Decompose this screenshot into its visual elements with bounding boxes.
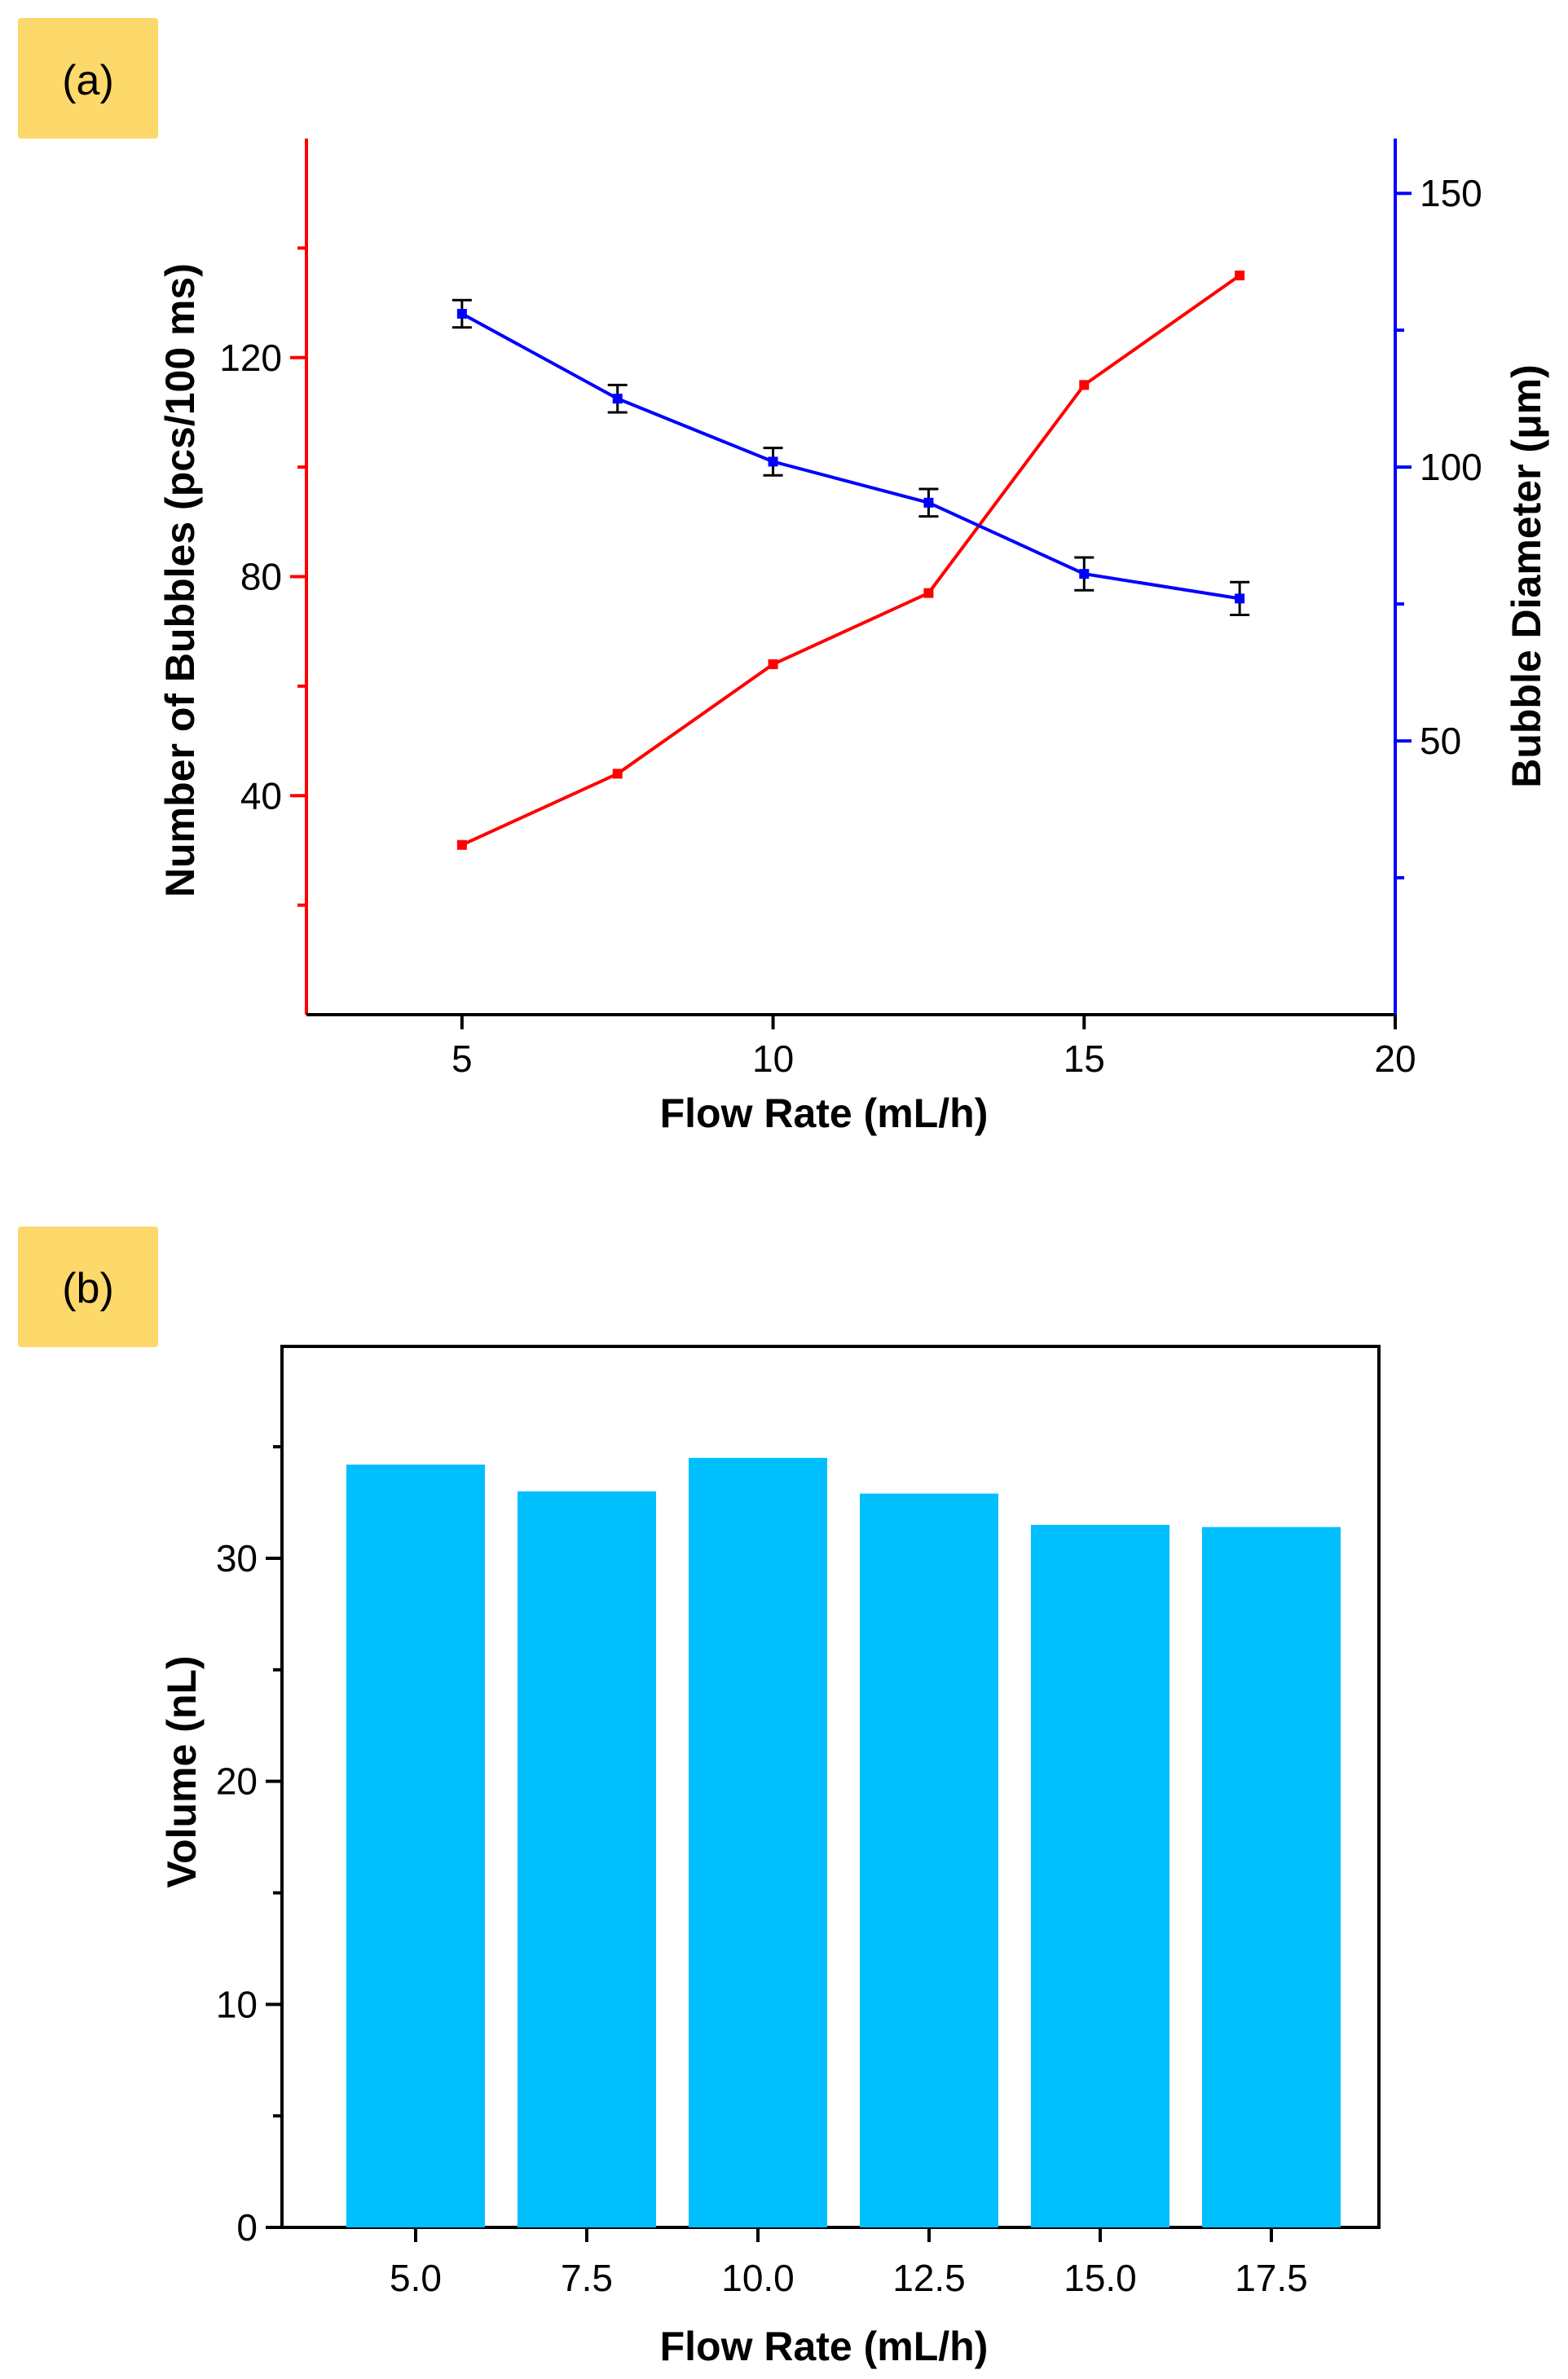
x-tick-label: 10 — [752, 1038, 794, 1080]
x-tick-label: 12.5 — [892, 2257, 966, 2299]
series-line-bubble-diameter — [460, 312, 1240, 601]
panel-b: (b) 5.0 7.5 10.0 12.5 15.0 17.5 0 10 20 30 Flow R… — [18, 1227, 1381, 2369]
right-y-tick-label: 50 — [1420, 720, 1461, 762]
panel-a-label: (a) — [62, 57, 114, 104]
chart-a-axes: 5 10 15 20 40 80 120 50 100 150 — [219, 139, 1482, 1080]
data-point-bubble-diameter — [612, 394, 623, 404]
x-tick-label: 5 — [451, 1038, 473, 1080]
data-point-bubble-diameter — [456, 309, 467, 319]
data-point-bubble-diameter — [1235, 593, 1245, 604]
data-point-bubble-count — [768, 659, 778, 669]
x-tick-label: 15 — [1064, 1038, 1105, 1080]
data-point-bubble-count — [1235, 270, 1245, 280]
chart-a-right-ylabel: Bubble Diameter (μm) — [1504, 364, 1549, 788]
bar — [346, 1465, 485, 2227]
data-point-bubble-diameter — [1079, 569, 1090, 579]
chart-b-xlabel: Flow Rate (mL/h) — [660, 2324, 989, 2369]
x-tick-label: 17.5 — [1235, 2257, 1308, 2299]
bar — [518, 1491, 656, 2227]
data-point-bubble-diameter — [923, 497, 934, 508]
plot-frame — [280, 1345, 1381, 2229]
left-y-tick-label: 120 — [219, 337, 282, 379]
panel-a-label-bg — [18, 18, 158, 139]
left-y-tick-label: 80 — [240, 556, 282, 598]
x-tick-label: 15.0 — [1064, 2257, 1137, 2299]
chart-b-axes: 5.0 7.5 10.0 12.5 15.0 17.5 0 10 20 30 — [216, 1345, 1381, 2299]
data-point-bubble-count — [923, 588, 934, 598]
y-tick-label: 0 — [236, 2206, 258, 2249]
bar — [689, 1457, 827, 2227]
y-tick-label: 20 — [216, 1760, 258, 1803]
chart-a-xlabel: Flow Rate (mL/h) — [660, 1090, 989, 1136]
data-point-bubble-count — [1079, 380, 1090, 390]
panel-a: (a) 5 10 15 20 40 80 120 50 100 150 Flow Rate (mL… — [18, 18, 1549, 1136]
data-point-bubble-count — [456, 839, 467, 850]
series-line-bubble-count — [461, 274, 1241, 847]
chart-a-left-ylabel: Number of Bubbles (pcs/100 ms) — [157, 263, 203, 897]
bar — [1031, 1524, 1169, 2227]
right-y-tick-label: 150 — [1420, 172, 1482, 214]
y-tick-label: 30 — [216, 1537, 258, 1579]
panel-b-label: (b) — [62, 1265, 114, 1312]
bar — [860, 1493, 998, 2227]
left-y-tick-label: 40 — [240, 774, 282, 817]
chart-a-marks — [451, 270, 1250, 850]
data-point-bubble-count — [612, 769, 623, 779]
panel-b-label-bg — [18, 1227, 158, 1347]
x-tick-label: 5.0 — [390, 2257, 442, 2299]
right-y-tick-label: 100 — [1420, 446, 1482, 488]
x-tick-label: 7.5 — [561, 2257, 613, 2299]
bar — [1202, 1527, 1341, 2227]
chart-b-ylabel: Volume (nL) — [159, 1655, 205, 1888]
chart-b-marks — [346, 1457, 1341, 2227]
x-tick-label: 10.0 — [721, 2257, 795, 2299]
data-point-bubble-diameter — [768, 456, 778, 467]
y-tick-label: 10 — [216, 1983, 258, 2025]
x-tick-label: 20 — [1374, 1038, 1416, 1080]
